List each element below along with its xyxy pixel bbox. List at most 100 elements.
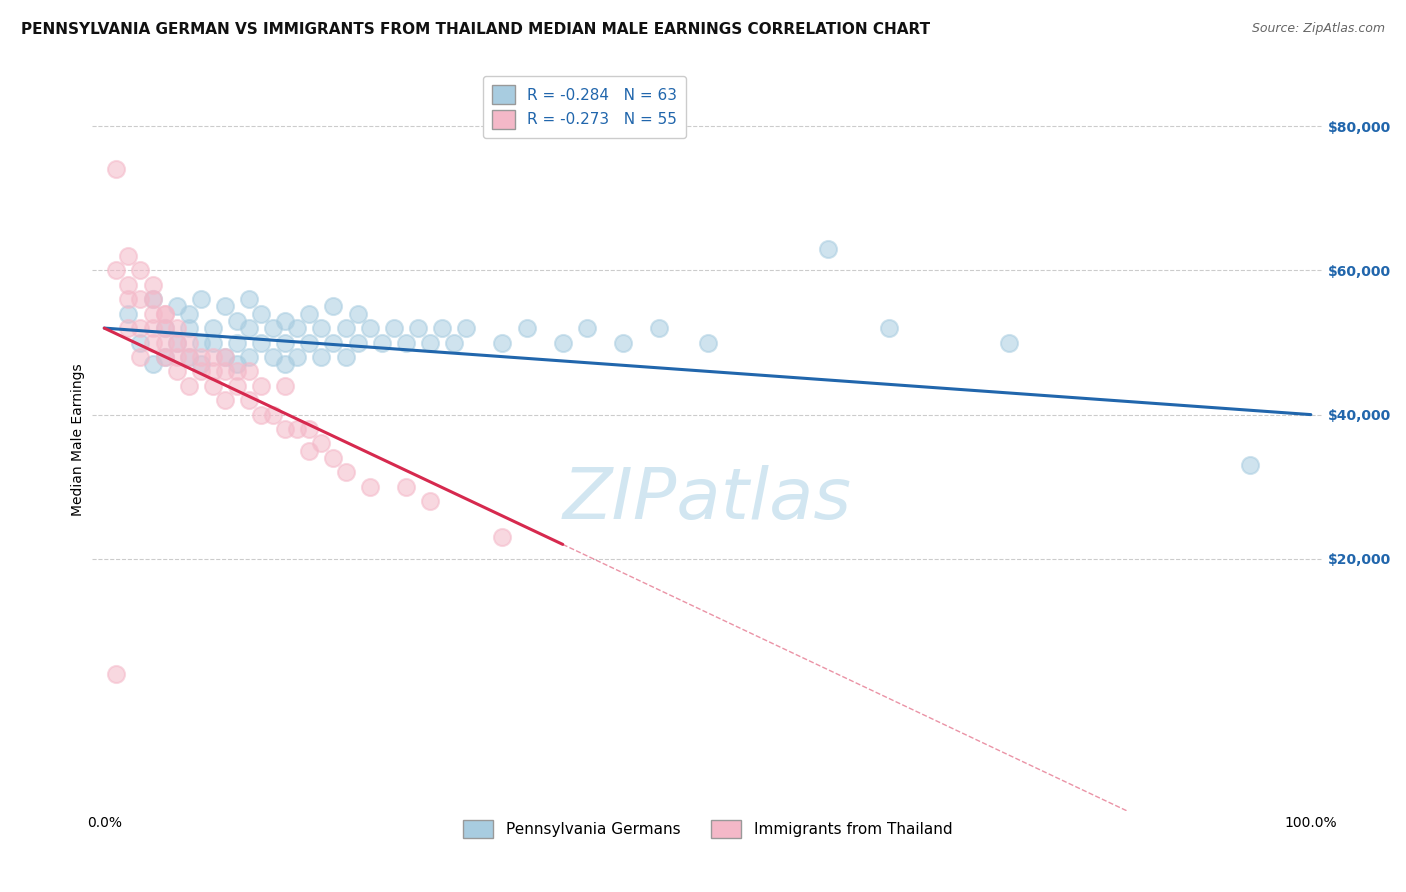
Point xyxy=(177,307,200,321)
Point xyxy=(298,443,321,458)
Point xyxy=(141,321,163,335)
Point xyxy=(201,364,224,378)
Point xyxy=(129,335,152,350)
Point xyxy=(238,321,260,335)
Point xyxy=(335,350,357,364)
Point xyxy=(214,364,236,378)
Point xyxy=(262,321,284,335)
Point xyxy=(298,422,321,436)
Point xyxy=(177,350,200,364)
Point xyxy=(274,357,297,371)
Point xyxy=(430,321,453,335)
Point xyxy=(250,408,273,422)
Point xyxy=(166,335,188,350)
Point xyxy=(105,162,128,177)
Point xyxy=(166,364,188,378)
Point xyxy=(322,450,344,465)
Point xyxy=(298,335,321,350)
Point xyxy=(177,378,200,392)
Point xyxy=(274,335,297,350)
Point xyxy=(153,350,176,364)
Point xyxy=(817,242,839,256)
Point xyxy=(177,321,200,335)
Point xyxy=(443,335,465,350)
Point xyxy=(117,249,139,263)
Point xyxy=(359,480,381,494)
Point xyxy=(491,335,513,350)
Point xyxy=(406,321,429,335)
Point xyxy=(274,422,297,436)
Point xyxy=(419,494,441,508)
Point xyxy=(262,408,284,422)
Point xyxy=(141,277,163,292)
Point xyxy=(141,335,163,350)
Point xyxy=(129,321,152,335)
Point xyxy=(1239,458,1261,472)
Y-axis label: Median Male Earnings: Median Male Earnings xyxy=(72,364,86,516)
Point xyxy=(226,357,249,371)
Point xyxy=(274,378,297,392)
Point xyxy=(359,321,381,335)
Point xyxy=(190,364,212,378)
Point xyxy=(166,335,188,350)
Point xyxy=(153,321,176,335)
Point xyxy=(877,321,900,335)
Point xyxy=(226,314,249,328)
Point xyxy=(105,667,128,681)
Point xyxy=(322,335,344,350)
Point xyxy=(129,263,152,277)
Point xyxy=(575,321,598,335)
Point xyxy=(141,307,163,321)
Point xyxy=(201,378,224,392)
Point xyxy=(201,335,224,350)
Point xyxy=(117,277,139,292)
Point xyxy=(238,292,260,306)
Point xyxy=(105,263,128,277)
Point xyxy=(395,480,418,494)
Point xyxy=(419,335,441,350)
Point xyxy=(238,393,260,408)
Point xyxy=(166,350,188,364)
Point xyxy=(153,307,176,321)
Point xyxy=(129,350,152,364)
Point xyxy=(395,335,418,350)
Point xyxy=(214,393,236,408)
Point xyxy=(238,350,260,364)
Point xyxy=(153,335,176,350)
Point xyxy=(214,350,236,364)
Point xyxy=(141,357,163,371)
Point xyxy=(153,307,176,321)
Point xyxy=(274,314,297,328)
Point xyxy=(322,300,344,314)
Point xyxy=(190,357,212,371)
Point xyxy=(177,335,200,350)
Point xyxy=(238,364,260,378)
Point xyxy=(226,364,249,378)
Point xyxy=(311,436,333,450)
Point xyxy=(117,307,139,321)
Point xyxy=(190,292,212,306)
Point xyxy=(612,335,634,350)
Point xyxy=(346,335,368,350)
Point xyxy=(141,292,163,306)
Point xyxy=(141,292,163,306)
Point xyxy=(214,300,236,314)
Point xyxy=(551,335,574,350)
Point xyxy=(177,350,200,364)
Text: Source: ZipAtlas.com: Source: ZipAtlas.com xyxy=(1251,22,1385,36)
Point xyxy=(226,378,249,392)
Point xyxy=(311,350,333,364)
Point xyxy=(346,307,368,321)
Point xyxy=(285,422,308,436)
Point xyxy=(226,335,249,350)
Point xyxy=(117,321,139,335)
Point xyxy=(153,350,176,364)
Text: ZIPatlas: ZIPatlas xyxy=(562,465,852,533)
Point xyxy=(166,300,188,314)
Point xyxy=(371,335,394,350)
Point xyxy=(153,321,176,335)
Point xyxy=(298,307,321,321)
Point xyxy=(250,307,273,321)
Point xyxy=(166,321,188,335)
Point xyxy=(311,321,333,335)
